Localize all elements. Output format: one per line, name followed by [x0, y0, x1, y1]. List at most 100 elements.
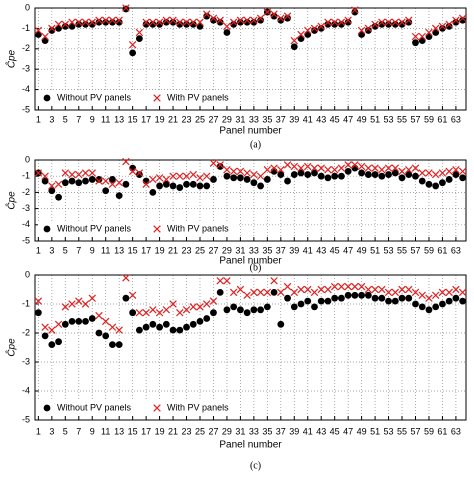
data-point: [458, 288, 467, 297]
data-point: [256, 172, 265, 180]
data-point: [357, 282, 366, 291]
data-point: [398, 285, 406, 294]
data-point: [459, 174, 467, 182]
data-point: [331, 20, 339, 28]
x-tick-label: 45: [330, 245, 340, 255]
data-point: [283, 12, 292, 20]
data-point: [176, 20, 184, 28]
data-point: [412, 39, 419, 47]
data-point: [95, 329, 103, 337]
data-point: [41, 177, 49, 185]
data-point: [452, 16, 460, 24]
x-tick-label: 59: [424, 426, 434, 436]
data-point: [41, 32, 49, 41]
caption: (b): [250, 262, 262, 273]
panel: 0-1-2-3-4-51 3 5 7 9 11 13 15 17 19 21 23 25 27 29 31 33…: [5, 154, 467, 273]
data-point: [331, 172, 339, 180]
data-point: [109, 341, 116, 348]
data-point: [115, 326, 123, 334]
data-point: [189, 170, 197, 179]
data-point: [391, 18, 400, 27]
y-tick-label: -1: [22, 171, 30, 181]
x-tick-label: 45: [330, 114, 340, 124]
data-point: [34, 309, 42, 317]
data-point: [324, 285, 332, 294]
legend-box: [38, 400, 238, 416]
data-point: [101, 317, 110, 326]
data-point: [371, 164, 379, 172]
data-point: [270, 289, 278, 296]
data-point: [162, 320, 170, 328]
data-point: [257, 182, 265, 190]
panel: 0-1-2-3-4-51 3 5 7 9 11 13 15 17 19 21 23 25 27 29 31 33…: [5, 269, 467, 471]
data-point: [169, 16, 177, 24]
x-tick-label: 17: [141, 245, 151, 255]
data-point: [344, 161, 352, 169]
data-point: [250, 18, 258, 26]
data-point: [223, 277, 231, 285]
data-point: [445, 167, 453, 176]
data-point: [34, 297, 43, 305]
data-point: [142, 177, 150, 185]
x-tick-label: 51: [370, 245, 380, 255]
x-tick-label: 11: [101, 114, 110, 124]
data-point: [75, 179, 83, 187]
x-tick-label: 61: [437, 114, 447, 124]
x-tick-label: 45: [330, 426, 340, 436]
data-point: [182, 172, 191, 180]
data-point: [364, 285, 373, 294]
data-point: [398, 167, 406, 176]
data-point: [439, 179, 446, 187]
data-point: [391, 169, 399, 177]
data-point: [324, 20, 332, 28]
data-point: [311, 303, 318, 311]
data-point: [344, 291, 352, 299]
data-point: [344, 282, 352, 291]
y-tick-label: -4: [22, 385, 30, 395]
data-point: [48, 24, 56, 33]
data-point: [122, 5, 130, 13]
data-point: [405, 16, 413, 24]
data-point: [425, 306, 433, 314]
x-tick-label: 37: [276, 426, 286, 436]
data-point: [229, 18, 238, 27]
data-point: [210, 176, 217, 183]
data-point: [142, 308, 150, 317]
data-point: [452, 18, 460, 26]
data-point: [277, 288, 285, 297]
data-point: [216, 18, 224, 26]
data-point: [203, 182, 211, 190]
data-point: [452, 165, 460, 174]
data-point: [378, 20, 386, 28]
data-point: [270, 277, 278, 285]
data-point: [317, 285, 325, 294]
data-point: [297, 169, 305, 177]
data-point: [378, 172, 386, 180]
data-point: [384, 18, 393, 27]
panel: 0-1-2-3-4-51 3 5 7 9 11 13 15 17 19 21 23 25 27 29 31 33…: [5, 2, 467, 150]
data-point: [162, 18, 170, 26]
data-point: [129, 49, 137, 57]
data-point: [115, 192, 123, 200]
data-point: [270, 12, 278, 20]
data-point: [324, 165, 332, 174]
x-tick-label: 53: [384, 426, 394, 436]
x-tick-label: 31: [235, 426, 245, 436]
data-point: [263, 8, 272, 16]
data-point: [129, 309, 137, 317]
data-point: [95, 177, 103, 185]
data-point: [115, 178, 123, 187]
data-point: [445, 20, 453, 29]
x-tick-label: 61: [437, 426, 447, 436]
x-tick-label: 29: [222, 114, 232, 124]
data-point: [257, 306, 265, 314]
data-point: [304, 26, 312, 35]
x-tick-label: 39: [289, 426, 299, 436]
data-point: [458, 167, 467, 176]
plot-frame: [34, 7, 467, 111]
x-tick-label: 41: [303, 426, 313, 436]
data-point: [169, 182, 177, 190]
data-point: [337, 18, 346, 27]
data-point: [223, 29, 231, 36]
data-point: [176, 184, 184, 191]
